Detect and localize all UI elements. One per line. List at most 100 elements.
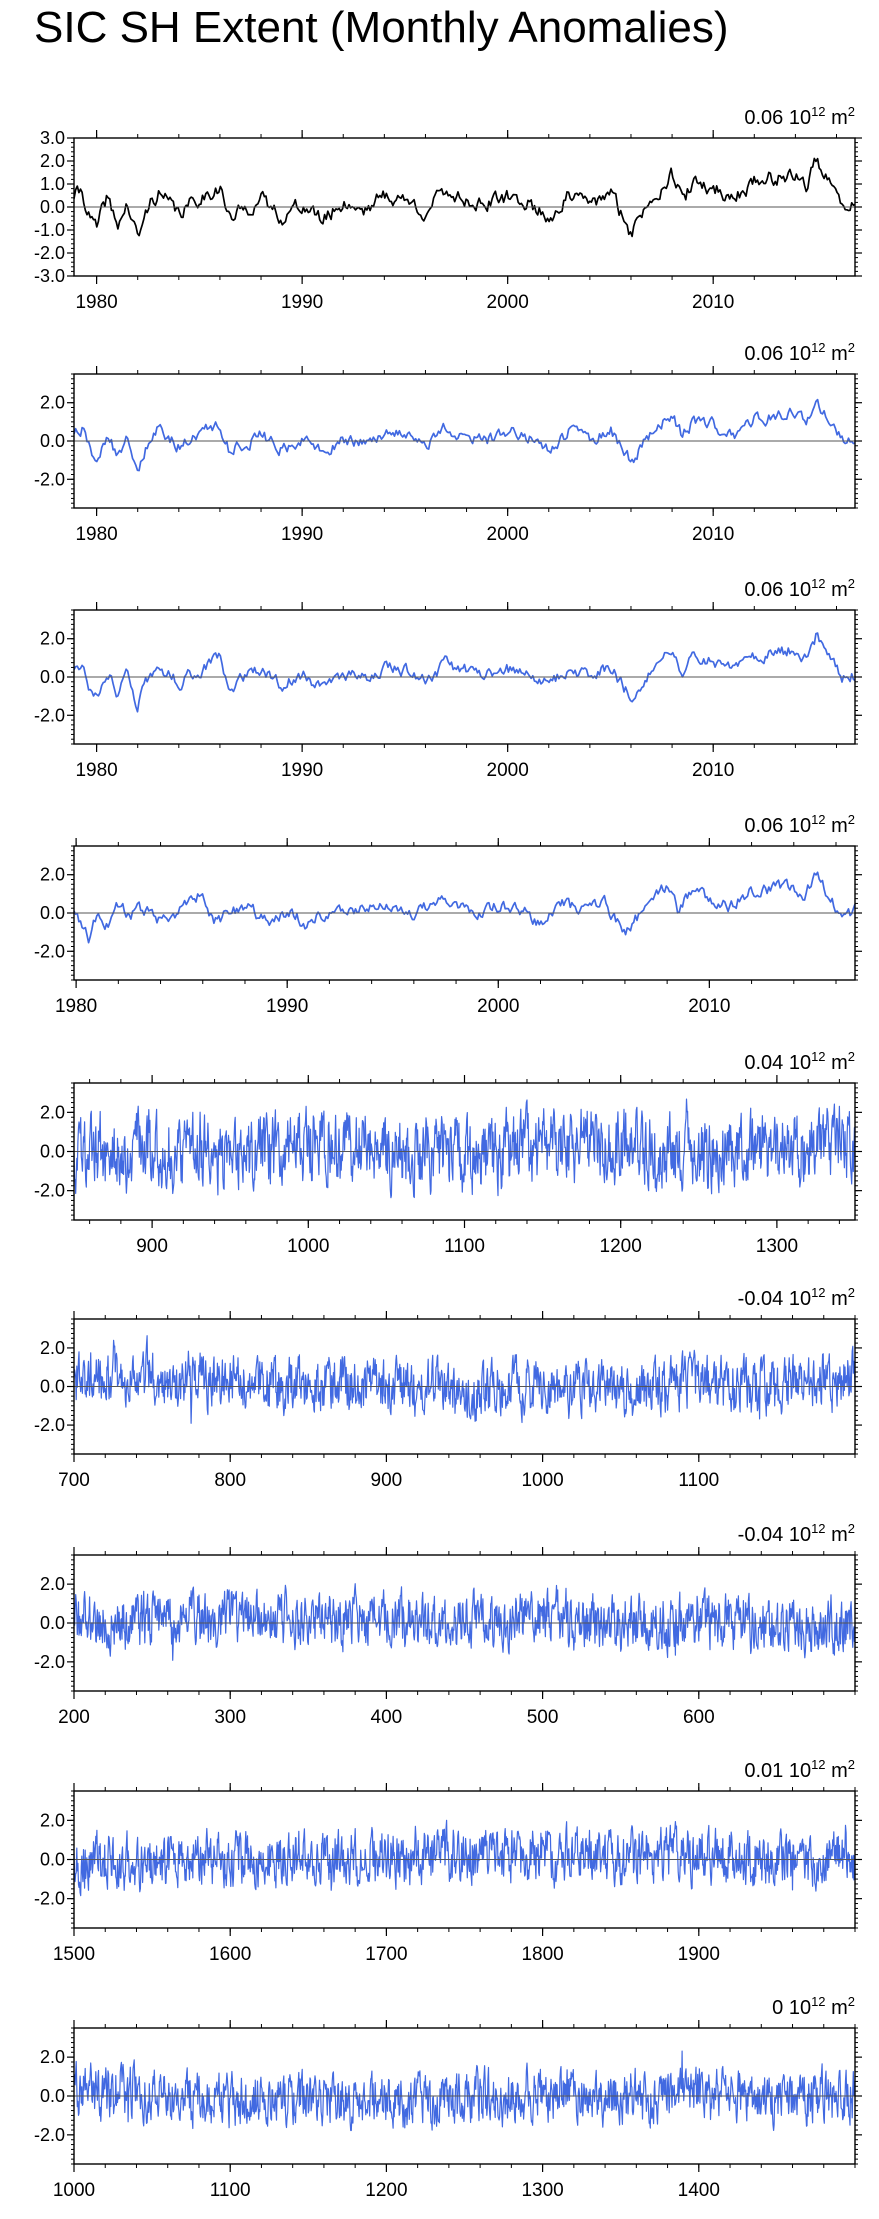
x-tick-label: 1980 [75, 292, 117, 313]
y-tick-label: 2.0 [40, 393, 65, 413]
unit-tail: m [826, 1524, 848, 1546]
y-tick-label: 0.0 [40, 903, 65, 923]
y-tick-label: -2.0 [34, 1652, 65, 1672]
x-tick-label: 2010 [692, 524, 734, 545]
panel-mean-label: 0.06 1012 m2 [744, 340, 855, 365]
mean-value: 0.04 [744, 1052, 783, 1074]
panel-mean-label: 0 1012 m2 [772, 1994, 855, 2019]
main-title: SIC SH Extent (Monthly Anomalies) [34, 3, 729, 52]
y-tick-label: 0.0 [40, 197, 65, 217]
series-line [73, 1098, 856, 1199]
unit-exponent: 12 [811, 340, 825, 355]
x-tick-label: 1300 [521, 2180, 563, 2201]
y-tick-label: -2.0 [34, 2125, 65, 2145]
unit-base: 10 [789, 1524, 811, 1546]
chart-panel: 0.04 1012 m2 2.0 0.0 -2.0 900 1000 1100 1200 130… [34, 1049, 862, 1257]
x-tick-label: 1900 [678, 1944, 720, 1965]
unit-square: 2 [848, 812, 855, 827]
unit-exponent: 12 [811, 1757, 825, 1772]
unit-square: 2 [848, 1994, 855, 2009]
mean-value: 0.06 [744, 107, 783, 129]
x-tick-label: 2000 [477, 996, 519, 1017]
x-tick-label: 2000 [487, 292, 529, 313]
unit-tail: m [826, 1760, 848, 1782]
unit-tail: m [826, 815, 848, 837]
mean-value: 0 [772, 1997, 783, 2019]
x-tick-label: 800 [214, 1470, 246, 1491]
unit-exponent: 12 [811, 1285, 825, 1300]
unit-base: 10 [789, 343, 811, 365]
y-tick-label: 3.0 [40, 128, 65, 148]
unit-tail: m [826, 107, 848, 129]
unit-exponent: 12 [811, 576, 825, 591]
y-tick-label: 2.0 [40, 1338, 65, 1358]
y-tick-label: 0.0 [40, 2086, 65, 2106]
series-line [73, 632, 856, 713]
unit-base: 10 [789, 1997, 811, 2019]
y-tick-label: 0.0 [40, 1613, 65, 1633]
unit-exponent: 12 [811, 104, 825, 119]
x-tick-label: 400 [371, 1707, 403, 1728]
y-tick-label: 2.0 [40, 2047, 65, 2067]
unit-base: 10 [789, 815, 811, 837]
x-tick-label: 2010 [692, 760, 734, 781]
x-tick-label: 900 [371, 1470, 403, 1491]
x-tick-label: 1980 [75, 524, 117, 545]
y-tick-label: -2.0 [34, 705, 65, 725]
x-tick-label: 500 [527, 1707, 559, 1728]
mean-value: 0.06 [744, 343, 783, 365]
unit-exponent: 12 [811, 812, 825, 827]
x-tick-label: 300 [214, 1707, 246, 1728]
y-tick-label: 0.0 [40, 667, 65, 687]
x-tick-label: 1990 [281, 292, 323, 313]
x-tick-label: 1990 [281, 524, 323, 545]
y-tick-label: 0.0 [40, 1142, 65, 1162]
series-line [73, 1335, 856, 1424]
x-tick-label: 1800 [521, 1944, 563, 1965]
unit-square: 2 [848, 1049, 855, 1064]
unit-square: 2 [848, 104, 855, 119]
x-tick-label: 1200 [365, 2180, 407, 2201]
unit-exponent: 12 [811, 1521, 825, 1536]
series-line [73, 157, 856, 238]
series-line [73, 1819, 856, 1897]
y-tick-label: -2.0 [34, 1415, 65, 1435]
x-tick-label: 2000 [487, 524, 529, 545]
x-tick-label: 900 [136, 1236, 168, 1257]
unit-tail: m [826, 1288, 848, 1310]
y-tick-label: 2.0 [40, 1102, 65, 1122]
x-tick-label: 1500 [53, 1944, 95, 1965]
chart-panel: -0.04 1012 m2 2.0 0.0 -2.0 200 300 400 500 600 [34, 1521, 862, 1728]
panel-mean-label: -0.04 1012 m2 [738, 1521, 855, 1546]
x-tick-label: 200 [58, 1707, 90, 1728]
mean-value: 0.06 [744, 815, 783, 837]
x-tick-label: 1300 [756, 1236, 798, 1257]
y-tick-label: 2.0 [40, 865, 65, 885]
mean-value: -0.04 [738, 1524, 784, 1546]
unit-base: 10 [789, 107, 811, 129]
y-tick-label: -2.0 [34, 941, 65, 961]
unit-square: 2 [848, 340, 855, 355]
y-tick-label: -2.0 [34, 1889, 65, 1909]
panel-mean-label: 0.01 1012 m2 [744, 1757, 855, 1782]
x-tick-label: 600 [683, 1707, 715, 1728]
y-tick-label: 0.0 [40, 1377, 65, 1397]
unit-square: 2 [848, 1757, 855, 1772]
x-tick-label: 1600 [209, 1944, 251, 1965]
mean-value: 0.06 [744, 579, 783, 601]
x-tick-label: 1100 [678, 1470, 719, 1491]
x-tick-label: 2000 [487, 760, 529, 781]
chart-panel: 0.06 1012 m2 2.0 0.0 -2.0 1980 1990 2000 2010 [34, 340, 862, 545]
y-tick-label: 2.0 [40, 629, 65, 649]
x-tick-label: 1700 [365, 1944, 407, 1965]
unit-square: 2 [848, 1285, 855, 1300]
y-tick-label: 0.0 [40, 431, 65, 451]
y-tick-label: -2.0 [34, 1181, 65, 1201]
x-tick-label: 2010 [688, 996, 730, 1017]
y-tick-label: 0.0 [40, 1850, 65, 1870]
panel-mean-label: 0.04 1012 m2 [744, 1049, 855, 1074]
unit-base: 10 [789, 1288, 811, 1310]
series-line [73, 398, 856, 472]
mean-value: -0.04 [738, 1288, 784, 1310]
panel-mean-label: 0.06 1012 m2 [744, 104, 855, 129]
